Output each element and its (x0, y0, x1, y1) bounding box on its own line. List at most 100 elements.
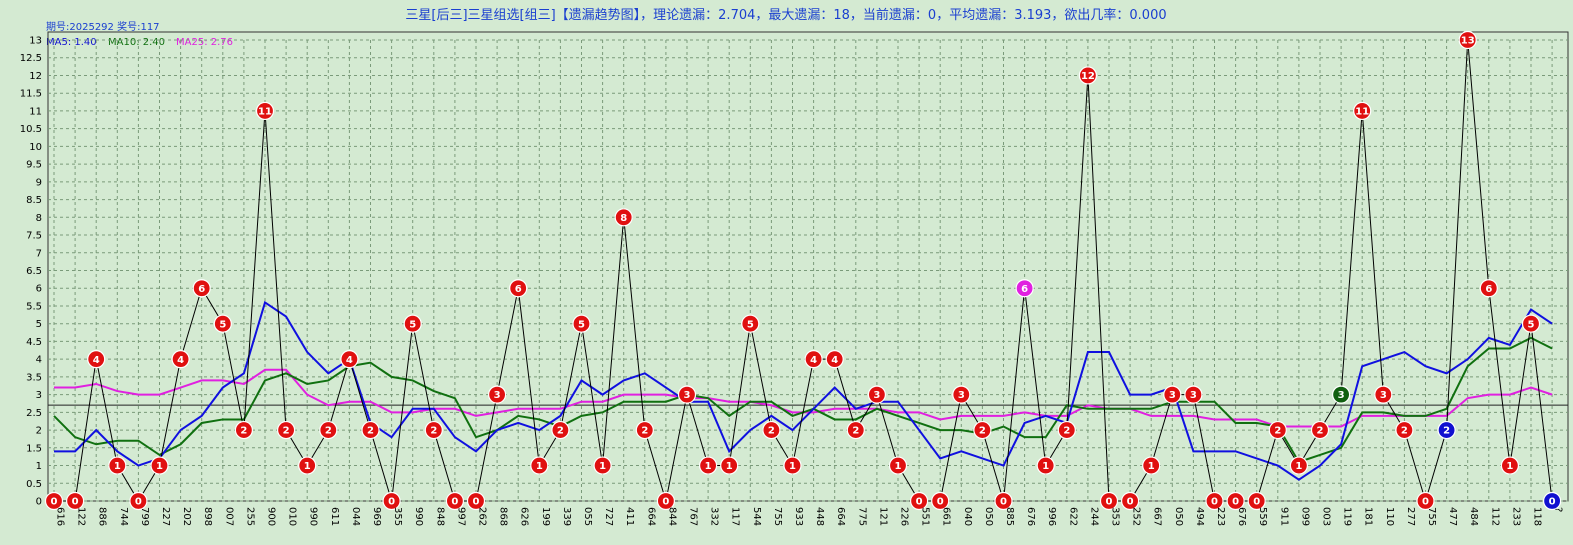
y-tick-label: 4.5 (26, 337, 42, 348)
value-marker: 5 (572, 314, 591, 333)
marker-label: 2 (367, 426, 374, 437)
y-tick-label: 13 (29, 36, 42, 47)
value-marker: 0 (466, 491, 486, 511)
marker-circle (1078, 66, 1098, 85)
x-tick-label: 494 (1194, 507, 1205, 526)
marker-circle (1226, 491, 1245, 511)
x-tick-label: 997 (455, 507, 466, 526)
marker-circle (867, 385, 887, 404)
y-tick-label: 8 (36, 213, 42, 224)
marker-label: 3 (1169, 390, 1176, 401)
marker-circle (1500, 456, 1520, 475)
value-marker: 0 (1542, 491, 1562, 511)
x-tick-label: 055 (582, 507, 593, 526)
x-tick-label: 484 (1468, 507, 1479, 526)
x-tick-label: 996 (1046, 507, 1057, 526)
value-marker: 2 (551, 420, 570, 440)
value-marker: 6 (1479, 279, 1498, 298)
marker-circle (1015, 279, 1034, 298)
marker-circle (1374, 385, 1393, 404)
marker-circle (171, 350, 190, 369)
value-marker: 2 (1310, 420, 1330, 440)
marker-label: 2 (1317, 426, 1324, 437)
marker-circle (1542, 491, 1562, 511)
y-tick-label: 6.5 (26, 266, 42, 277)
value-marker: 2 (1268, 420, 1287, 440)
marker-label: 1 (705, 461, 712, 472)
x-tick-label: 099 (1299, 507, 1310, 526)
marker-label: 1 (1506, 461, 1513, 472)
marker-circle (1353, 101, 1372, 121)
marker-label: 5 (409, 319, 416, 330)
marker-label: 0 (72, 497, 79, 508)
marker-label: 4 (346, 355, 353, 366)
value-marker: 11 (1353, 101, 1372, 121)
x-tick-label: 122 (76, 507, 87, 526)
x-tick-label: 900 (266, 507, 277, 526)
x-tick-label: 622 (1067, 507, 1078, 526)
marker-circle (150, 456, 169, 475)
marker-label: 3 (873, 390, 880, 401)
marker-circle (530, 456, 549, 475)
x-tick-label: 611 (329, 507, 340, 526)
marker-label: 1 (895, 461, 902, 472)
marker-label: 2 (325, 426, 332, 437)
marker-label: 6 (1485, 284, 1492, 295)
marker-label: 0 (1549, 497, 1556, 508)
x-tick-label: 277 (1405, 507, 1416, 526)
x-tick-label: ? (1553, 507, 1564, 512)
marker-label: 5 (219, 319, 226, 330)
marker-circle (192, 279, 211, 298)
value-marker: 0 (44, 491, 64, 511)
x-tick-label: 969 (371, 507, 382, 526)
value-marker: 3 (488, 385, 507, 404)
marker-circle (1289, 456, 1309, 475)
value-marker: 0 (1226, 491, 1245, 511)
value-marker: 2 (319, 420, 338, 440)
x-tick-label: 223 (1215, 507, 1226, 526)
value-marker: 0 (656, 491, 676, 511)
marker-circle (909, 491, 929, 511)
marker-circle (298, 456, 317, 475)
marker-label: 0 (135, 497, 142, 508)
x-tick-label: 226 (899, 507, 910, 526)
y-tick-label: 10.5 (20, 124, 42, 135)
y-tick-label: 5.5 (26, 301, 42, 312)
value-marker: 1 (1036, 456, 1055, 475)
x-tick-label: 667 (1152, 507, 1163, 526)
x-tick-label: 559 (1257, 507, 1268, 526)
value-marker: 1 (1142, 456, 1161, 475)
y-tick-label: 5 (36, 319, 42, 330)
marker-label: 1 (726, 461, 733, 472)
y-tick-label: 0 (36, 497, 42, 508)
marker-circle (466, 491, 486, 511)
value-marker: 2 (1057, 420, 1076, 440)
x-tick-label: 339 (561, 507, 572, 526)
marker-label: 2 (1443, 426, 1450, 437)
value-marker: 0 (909, 491, 929, 511)
marker-label: 5 (1528, 319, 1535, 330)
marker-label: 2 (240, 426, 247, 437)
marker-circle (931, 491, 950, 511)
marker-label: 5 (747, 319, 754, 330)
marker-circle (44, 491, 64, 511)
x-tick-label: 911 (1278, 507, 1289, 526)
value-marker: 2 (1437, 420, 1456, 440)
x-tick-label: 848 (434, 507, 445, 526)
marker-label: 13 (1461, 36, 1475, 47)
value-marker: 1 (720, 456, 739, 475)
x-tick-label: 799 (139, 507, 150, 526)
value-marker: 3 (1184, 385, 1203, 404)
marker-label: 2 (641, 426, 648, 437)
x-tick-label: 353 (1110, 507, 1121, 526)
marker-label: 1 (536, 461, 543, 472)
x-tick-label: 767 (688, 507, 699, 526)
marker-label: 1 (114, 461, 121, 472)
marker-circle (424, 420, 443, 440)
value-marker: 3 (1374, 385, 1393, 404)
marker-circle (846, 420, 865, 440)
value-marker: 3 (952, 385, 971, 404)
marker-circle (1184, 385, 1203, 404)
marker-label: 0 (1106, 497, 1113, 508)
marker-label: 3 (494, 390, 501, 401)
